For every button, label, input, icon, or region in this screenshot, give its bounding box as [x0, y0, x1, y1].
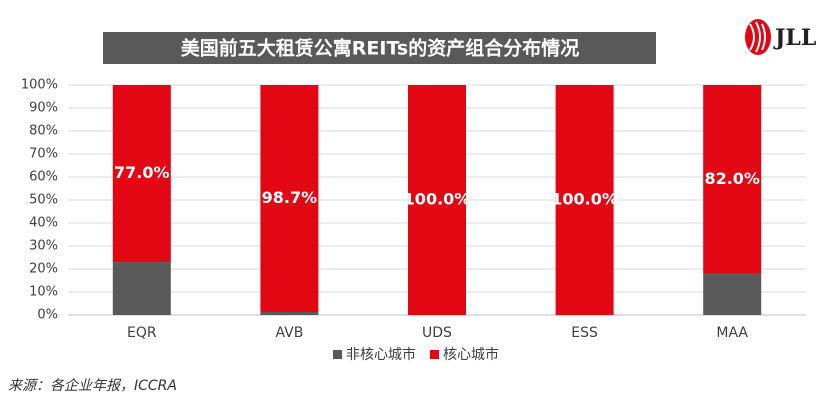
y-tick-label: 30% [29, 239, 58, 254]
x-tick-label: UDS [422, 325, 452, 341]
x-tick-label: EQR [127, 325, 157, 341]
bar-segment [703, 273, 762, 315]
chart-title: 美国前五大租赁公寓REITs的资产组合分布情况 [181, 37, 579, 60]
legend-swatch [333, 350, 342, 359]
bar-segment [703, 85, 762, 274]
source-note: 来源：各企业年报，ICCRA [8, 378, 177, 394]
y-tick-label: 0% [37, 308, 58, 323]
value-label: 98.7% [262, 188, 318, 207]
legend-label: 非核心城市 [346, 346, 416, 363]
x-tick-label: ESS [571, 325, 598, 341]
y-tick-label: 10% [29, 285, 58, 300]
value-label: 77.0% [114, 163, 170, 182]
title-banner [103, 32, 656, 64]
bar-segment [408, 85, 466, 315]
y-tick-label: 80% [29, 124, 58, 139]
y-tick-label: 70% [29, 147, 58, 162]
y-tick-label: 60% [29, 170, 58, 185]
logo: JLL [745, 19, 816, 55]
y-tick-label: 90% [29, 101, 58, 116]
logo-text: JLL [773, 25, 816, 51]
bar-segment [555, 85, 614, 315]
logo-lines [749, 21, 766, 53]
bar-segment [260, 85, 319, 313]
legend-label: 核心城市 [443, 346, 499, 363]
y-tick-label: 40% [29, 216, 58, 231]
bar-segment [112, 85, 171, 263]
x-tick-label: AVB [275, 325, 303, 341]
value-label: 82.0% [704, 169, 760, 188]
y-tick-label: 50% [29, 193, 58, 208]
y-tick-label: 20% [29, 262, 58, 277]
bar-segment [112, 262, 171, 315]
y-tick-label: 100% [21, 78, 58, 93]
bar-segment [260, 312, 319, 315]
legend-swatch [430, 350, 439, 359]
value-label: 100.0% [551, 190, 618, 209]
x-tick-label: MAA [716, 325, 748, 341]
value-label: 100.0% [404, 190, 471, 209]
